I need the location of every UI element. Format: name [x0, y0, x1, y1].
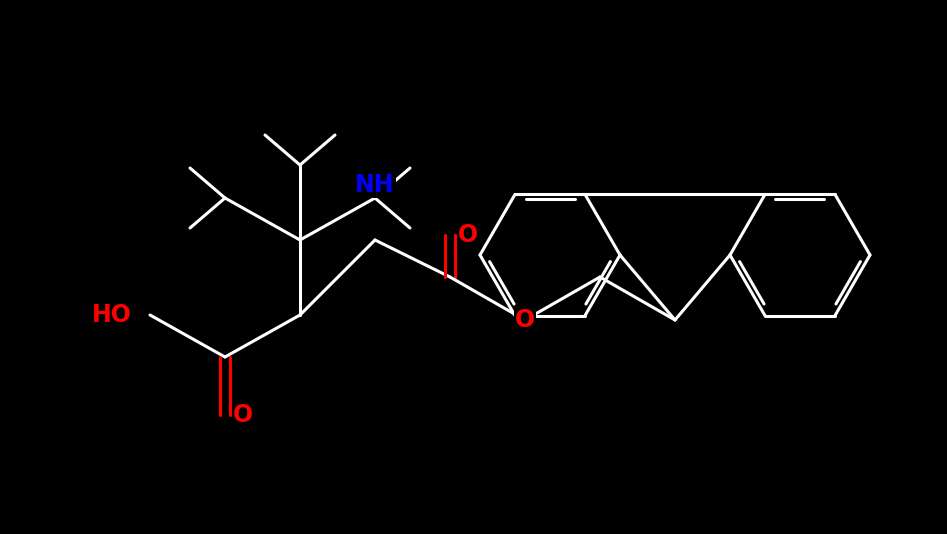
Text: NH: NH [355, 173, 395, 197]
Text: O: O [515, 308, 535, 332]
Text: O: O [233, 403, 253, 427]
Text: O: O [458, 223, 478, 247]
Text: HO: HO [92, 303, 132, 327]
